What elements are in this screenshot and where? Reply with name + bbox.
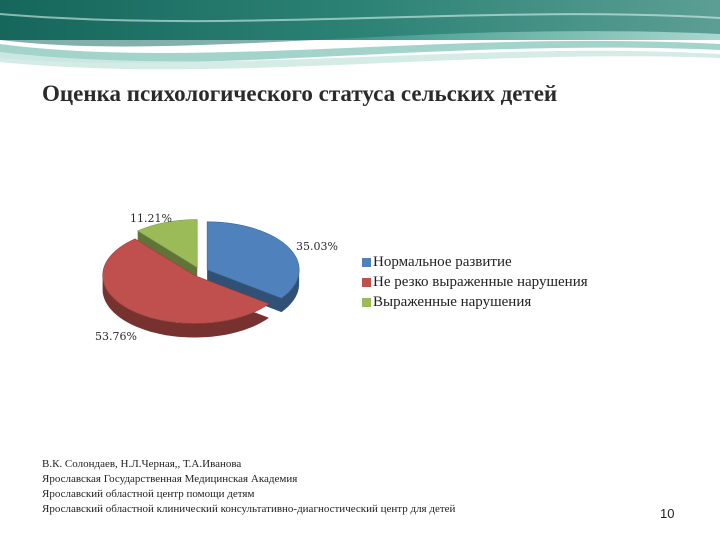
data-label-normal: 35.03% bbox=[296, 240, 338, 253]
pie-slice-mild bbox=[102, 238, 270, 324]
pie-slice-normal bbox=[206, 221, 300, 299]
credits-authors: В.К. Солондаев, Н.Л.Черная,, Т.А.Иванова bbox=[42, 458, 242, 470]
credits-academy: Ярославская Государственная Медицинская … bbox=[42, 473, 298, 485]
chart-legend: Нормальное развитие Не резко выраженные … bbox=[362, 252, 588, 312]
page-number: 10 bbox=[660, 506, 675, 521]
page-title: Оценка психологического статуса сельских… bbox=[42, 81, 558, 106]
legend-item-mild: Не резко выраженные нарушения bbox=[362, 272, 588, 292]
slice-side-severe bbox=[137, 219, 198, 282]
legend-swatch-normal bbox=[362, 257, 371, 267]
legend-swatch-mild bbox=[362, 277, 371, 287]
legend-swatch-severe bbox=[362, 297, 371, 307]
legend-item-normal: Нормальное развитие bbox=[362, 252, 588, 272]
credits-center: Ярославский областной центр помощи детям bbox=[42, 488, 255, 500]
legend-item-severe: Выраженные нарушения bbox=[362, 292, 588, 312]
credits-clinic: Ярославский областной клинический консул… bbox=[42, 503, 456, 515]
legend-label-severe: Выраженные нарушения bbox=[373, 294, 532, 310]
legend-label-normal: Нормальное развитие bbox=[373, 254, 512, 270]
pie-slice-severe bbox=[137, 219, 198, 269]
data-label-severe: 11.21% bbox=[130, 212, 172, 225]
legend-label-mild: Не резко выраженные нарушения bbox=[373, 274, 588, 290]
credits-block: В.К. Солондаев, Н.Л.Черная,, Т.А.Иванова… bbox=[42, 457, 455, 517]
header-banner bbox=[0, 0, 720, 70]
data-label-mild: 53.76% bbox=[95, 330, 137, 343]
pie-chart: 35.03% 53.76% 11.21% bbox=[95, 212, 338, 343]
